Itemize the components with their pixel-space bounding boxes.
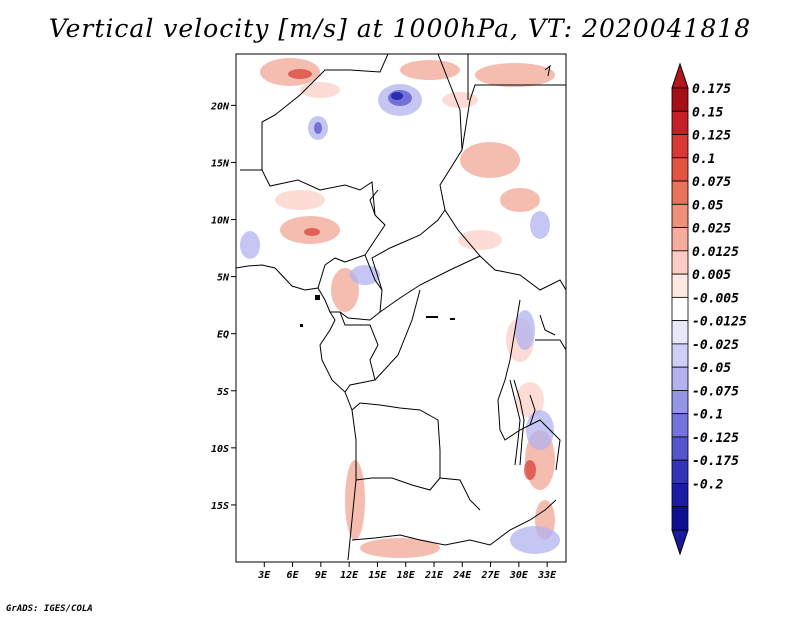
colorbar-segment <box>671 134 689 159</box>
country-borders <box>236 54 566 561</box>
colorbar-label: -0.05 <box>692 361 731 376</box>
lon-tick-label: 3E <box>257 570 271 581</box>
colorbar-label: -0.2 <box>692 477 723 492</box>
colorbar-segment <box>671 227 689 252</box>
lon-tick-label: 24E <box>452 570 472 581</box>
lat-tick-label: 5S <box>217 387 229 398</box>
colorbar-segment <box>671 273 689 298</box>
colorbar-label: -0.1 <box>692 408 723 423</box>
lat-tick-label: 15N <box>211 158 230 169</box>
colorbar-segment <box>671 296 689 322</box>
lat-tick-label: 5N <box>217 273 230 284</box>
colorbar-label: 0.005 <box>692 268 731 283</box>
colorbar-label: 0.075 <box>692 175 731 190</box>
velocity-field <box>236 54 566 562</box>
lon-tick-label: 18E <box>397 570 416 581</box>
colorbar-label: 0.05 <box>692 198 723 213</box>
lon-tick-label: 33E <box>537 570 557 581</box>
footer-credit: GrADS: IGES/COLA <box>6 604 93 614</box>
lat-tick-label: 15S <box>211 501 229 512</box>
colorbar-segment <box>671 157 689 182</box>
colorbar-label: 0.175 <box>692 82 731 97</box>
colorbar-label: 0.125 <box>692 129 731 144</box>
colorbar: 0.175 0.15 0.125 0.1 0.075 0.05 0.025 0.0125 0.0… <box>671 62 747 556</box>
colorbar-segment <box>671 390 689 415</box>
lat-tick-label: EQ <box>217 330 229 341</box>
lon-tick-label: 15E <box>368 570 387 581</box>
colorbar-segment <box>671 203 689 228</box>
lon-tick-label: 30E <box>509 570 529 581</box>
colorbar-segment <box>671 483 689 508</box>
lat-tick-label: 20N <box>210 101 230 112</box>
colorbar-segment <box>671 250 689 275</box>
colorbar-label: 0.025 <box>692 222 731 237</box>
colorbar-label: 0.15 <box>692 105 723 120</box>
colorbar-max-arrow <box>671 62 689 89</box>
colorbar-segment <box>671 413 689 438</box>
colorbar-segment <box>671 343 689 368</box>
colorbar-segment <box>671 110 689 135</box>
colorbar-segment <box>671 180 689 205</box>
colorbar-label: -0.075 <box>692 384 739 399</box>
colorbar-label: -0.0125 <box>692 315 747 330</box>
colorbar-min-arrow <box>671 529 689 556</box>
colorbar-label: 0.0125 <box>692 245 739 260</box>
latitude-ticks: 20N 15N 10N 5N EQ 5S 10S 15S <box>210 101 236 512</box>
lat-tick-label: 10S <box>211 444 229 455</box>
colorbar-segment <box>671 459 689 484</box>
colorbar-label: 0.1 <box>692 152 715 167</box>
colorbar-label: -0.025 <box>692 338 739 353</box>
colorbar-label: -0.175 <box>692 454 739 469</box>
longitude-ticks: 3E 6E 9E 12E 15E 18E 21E 24E 27E 30E 33E <box>257 562 557 581</box>
colorbar-segment <box>671 506 689 531</box>
lat-tick-label: 10N <box>211 216 230 227</box>
colorbar-segment <box>671 87 689 112</box>
lon-tick-label: 21E <box>424 570 444 581</box>
lon-tick-label: 12E <box>340 570 359 581</box>
colorbar-segment <box>671 436 689 461</box>
lon-tick-label: 27E <box>481 570 501 581</box>
colorbar-label: -0.005 <box>692 291 739 306</box>
chart-title: Vertical velocity [m/s] at 1000hPa, VT: … <box>48 14 752 43</box>
lon-tick-label: 6E <box>287 570 300 581</box>
lon-tick-label: 9E <box>315 570 328 581</box>
colorbar-segment <box>671 320 689 345</box>
colorbar-segment <box>671 366 689 391</box>
colorbar-label: -0.125 <box>692 431 739 446</box>
map-frame <box>235 53 567 563</box>
